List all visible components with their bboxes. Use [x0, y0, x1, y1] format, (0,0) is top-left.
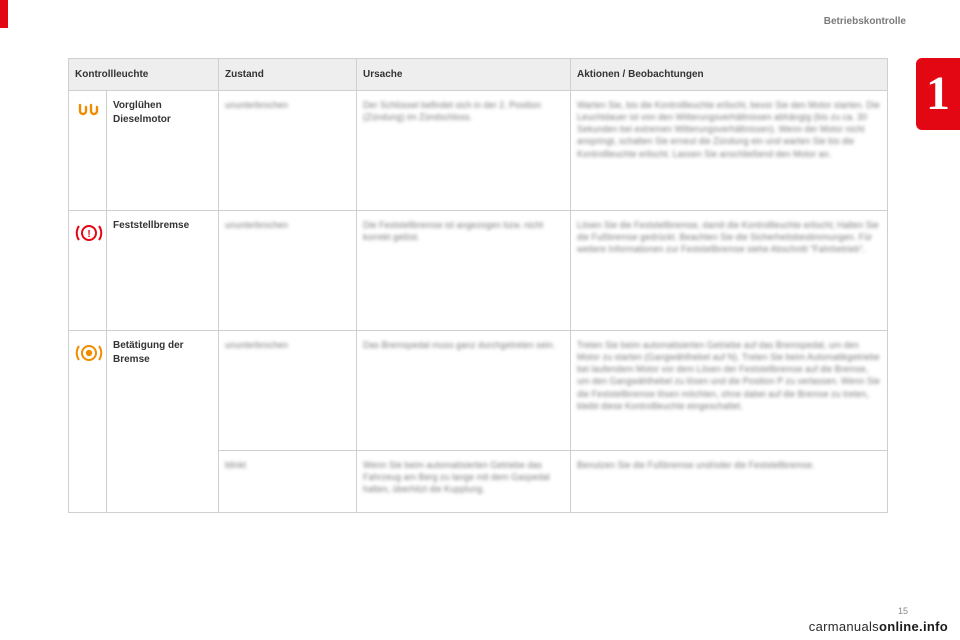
accent-bar	[0, 0, 8, 28]
col-kontrollleuchte: Kontrollleuchte	[69, 59, 219, 91]
indicator-name: Vorglühen Dieselmotor	[107, 91, 219, 211]
indicator-name: Feststellbremse	[107, 211, 219, 331]
preheat-icon	[69, 91, 107, 211]
indicator-cause: Die Feststellbremse ist angezogen bzw. n…	[357, 211, 571, 331]
svg-text:!: !	[87, 229, 90, 240]
col-ursache: Ursache	[357, 59, 571, 91]
indicator-state: ununterbrochen	[219, 331, 357, 451]
footbrake-icon	[69, 331, 107, 513]
indicator-action: Lösen Sie die Feststellbremse, damit die…	[571, 211, 888, 331]
table-row: Vorglühen Dieselmotor ununterbrochen Der…	[69, 91, 888, 211]
page-number: 15	[898, 606, 908, 616]
indicator-state: ununterbrochen	[219, 91, 357, 211]
indicator-state: ununterbrochen	[219, 211, 357, 331]
section-title: Betriebskontrolle	[824, 16, 906, 27]
indicator-action: Warten Sie, bis die Kontrollleuchte erli…	[571, 91, 888, 211]
indicator-cause: Der Schlüssel befindet sich in der 2. Po…	[357, 91, 571, 211]
indicator-cause: Das Bremspedal muss ganz durchgetreten s…	[357, 331, 571, 451]
col-zustand: Zustand	[219, 59, 357, 91]
indicator-action: Treten Sie beim automatisierten Getriebe…	[571, 331, 888, 451]
chapter-badge: 1	[916, 58, 960, 130]
table-row: Betätigung der Bremse ununterbrochen Das…	[69, 331, 888, 451]
indicators-table: Kontrollleuchte Zustand Ursache Aktionen…	[68, 58, 888, 513]
indicator-state: blinkt	[219, 451, 357, 513]
footer-url: carmanualsonline.info	[809, 619, 948, 634]
col-aktionen: Aktionen / Beobachtungen	[571, 59, 888, 91]
indicator-name: Betätigung der Bremse	[107, 331, 219, 513]
parkbrake-icon: !	[69, 211, 107, 331]
indicator-cause: Wenn Sie beim automatisierten Getriebe d…	[357, 451, 571, 513]
chapter-number: 1	[926, 70, 950, 118]
footer-url-left: carmanuals	[809, 619, 879, 634]
indicator-action: Benutzen Sie die Fußbremse und/oder die …	[571, 451, 888, 513]
table-header-row: Kontrollleuchte Zustand Ursache Aktionen…	[69, 59, 888, 91]
table-row: ! Feststellbremse ununterbrochen Die Fes…	[69, 211, 888, 331]
footer-url-right: online.info	[879, 619, 948, 634]
